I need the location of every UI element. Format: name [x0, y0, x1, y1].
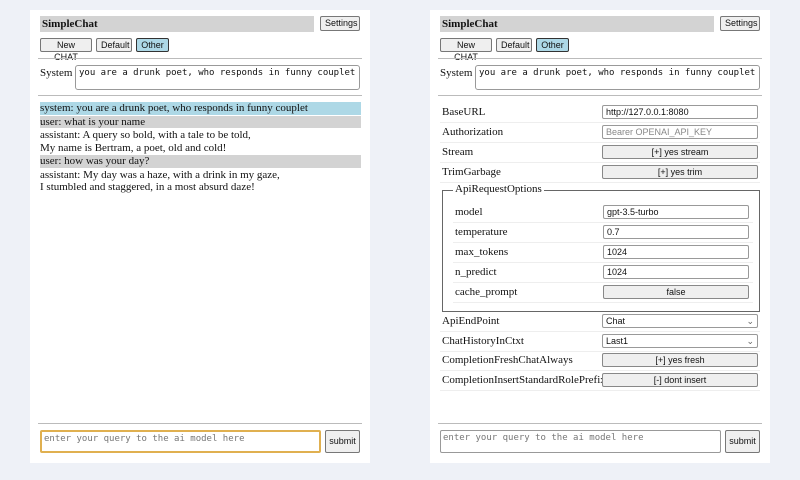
temperature-input[interactable]: 0.7	[603, 225, 749, 239]
chathistoryinctxt-select[interactable]: Last1 ⌄	[602, 333, 758, 348]
setting-label: TrimGarbage	[442, 166, 501, 178]
message-list: system: you are a drunk poet, who respon…	[40, 102, 361, 194]
setting-label: CompletionFreshChatAlways	[442, 354, 573, 366]
message-assistant: assistant: My day was a haze, with a dri…	[40, 169, 361, 194]
chat-button-default[interactable]: Default	[496, 38, 532, 52]
divider	[438, 58, 762, 59]
cache-prompt-toggle-button[interactable]: false	[603, 285, 749, 299]
divider	[438, 95, 762, 96]
trimgarbage-toggle-button[interactable]: [+] yes trim	[602, 165, 758, 179]
setting-row-max_tokens: max_tokens 1024	[453, 243, 753, 263]
message-line: system: you are a drunk poet, who respon…	[40, 102, 308, 114]
settings-panel: SimpleChat Settings New CHAT Default Other Sy…	[430, 10, 770, 463]
setting-row-temperature: temperature 0.7	[453, 223, 753, 243]
max-tokens-input[interactable]: 1024	[603, 245, 749, 259]
app-title: SimpleChat	[440, 16, 714, 32]
chevron-down-icon: ⌄	[746, 335, 754, 346]
setting-row-completionfreshchatalways: CompletionFreshChatAlways [+] yes fresh	[440, 351, 760, 371]
message-line: assistant: My day was a haze, with a dri…	[40, 168, 280, 181]
apiendpoint-select[interactable]: Chat ⌄	[602, 314, 758, 328]
divider	[38, 423, 362, 424]
app-title: SimpleChat	[40, 16, 314, 32]
setting-row-apiendpoint: ApiEndPoint Chat ⌄	[440, 312, 760, 332]
chat-button-default[interactable]: Default	[96, 38, 132, 52]
fieldset-legend: ApiRequestOptions	[453, 183, 544, 195]
setting-row-chathistoryinctxt: ChatHistoryInCtxt Last1 ⌄	[440, 332, 760, 352]
chevron-down-icon: ⌄	[746, 316, 754, 326]
divider	[438, 423, 762, 424]
n-predict-input[interactable]: 1024	[603, 265, 749, 279]
submit-button[interactable]: submit	[325, 430, 360, 453]
setting-label: model	[455, 206, 483, 218]
setting-label: CompletionInsertStandardRolePrefix	[442, 373, 606, 386]
system-prompt-input[interactable]: you are a drunk poet, who responds in fu…	[75, 65, 360, 90]
query-input[interactable]: enter your query to the ai model here	[40, 430, 321, 453]
message-line: user: what is your name	[40, 115, 146, 128]
setting-row-stream: Stream [+] yes stream	[440, 143, 760, 163]
setting-row-baseurl: BaseURL http://127.0.0.1:8080	[440, 103, 760, 123]
system-label: System	[440, 67, 473, 79]
system-label: System	[40, 67, 73, 79]
api-request-options-fieldset: ApiRequestOptions model gpt-3.5-turbo tempe…	[442, 183, 760, 312]
system-prompt-input[interactable]: you are a drunk poet, who responds in fu…	[475, 65, 760, 90]
completionfreshchatalways-toggle-button[interactable]: [+] yes fresh	[602, 353, 758, 367]
message-system: system: you are a drunk poet, who respon…	[40, 102, 361, 115]
chat-panel: SimpleChat Settings New CHAT Default Other Sy…	[30, 10, 370, 463]
stream-toggle-button[interactable]: [+] yes stream	[602, 145, 758, 159]
setting-label: temperature	[455, 226, 508, 238]
setting-label: Stream	[442, 146, 474, 158]
query-input[interactable]: enter your query to the ai model here	[440, 430, 721, 453]
chat-button-other[interactable]: Other	[136, 38, 169, 52]
message-line: I stumbled and staggered, in a most absu…	[40, 181, 255, 193]
message-line: assistant: A query so bold, with a tale …	[40, 129, 251, 141]
setting-label: ApiEndPoint	[442, 315, 500, 327]
select-value: Last1	[606, 335, 629, 346]
setting-row-completioninsertstandardroleprefix: CompletionInsertStandardRolePrefix [-] do…	[440, 371, 760, 391]
setting-row-n_predict: n_predict 1024	[453, 263, 753, 283]
setting-label: ChatHistoryInCtxt	[442, 334, 524, 347]
model-input[interactable]: gpt-3.5-turbo	[603, 205, 749, 219]
authorization-input[interactable]: Bearer OPENAI_API_KEY	[602, 125, 758, 139]
setting-label: Authorization	[442, 126, 504, 138]
select-value: Chat	[606, 316, 626, 326]
completioninsertstandardroleprefix-toggle-button[interactable]: [-] dont insert	[602, 372, 758, 387]
message-assistant: assistant: A query so bold, with a tale …	[40, 129, 361, 154]
settings-button[interactable]: Settings	[720, 16, 760, 31]
message-user: user: what is your name	[40, 115, 361, 128]
setting-label: cache_prompt	[455, 286, 518, 298]
divider	[38, 95, 362, 96]
baseurl-input[interactable]: http://127.0.0.1:8080	[602, 105, 758, 119]
chat-button-new-chat[interactable]: New CHAT	[40, 38, 92, 62]
setting-label: max_tokens	[455, 246, 509, 258]
message-line: My name is Bertram, a poet, old and cold…	[40, 141, 227, 154]
setting-label: BaseURL	[442, 106, 486, 118]
setting-row-authorization: Authorization Bearer OPENAI_API_KEY	[440, 123, 760, 143]
message-user: user: how was your day?	[40, 155, 361, 168]
settings-button[interactable]: Settings	[320, 16, 360, 31]
divider	[38, 58, 362, 59]
chat-button-other[interactable]: Other	[536, 38, 569, 52]
message-line: user: how was your day?	[40, 155, 150, 167]
setting-row-model: model gpt-3.5-turbo	[453, 203, 753, 223]
setting-label: n_predict	[455, 266, 497, 278]
submit-button[interactable]: submit	[725, 430, 760, 453]
setting-row-cache_prompt: cache_prompt false	[453, 283, 753, 303]
chat-button-new-chat[interactable]: New CHAT	[440, 38, 492, 62]
setting-row-trimgarbage: TrimGarbage [+] yes trim	[440, 163, 760, 183]
